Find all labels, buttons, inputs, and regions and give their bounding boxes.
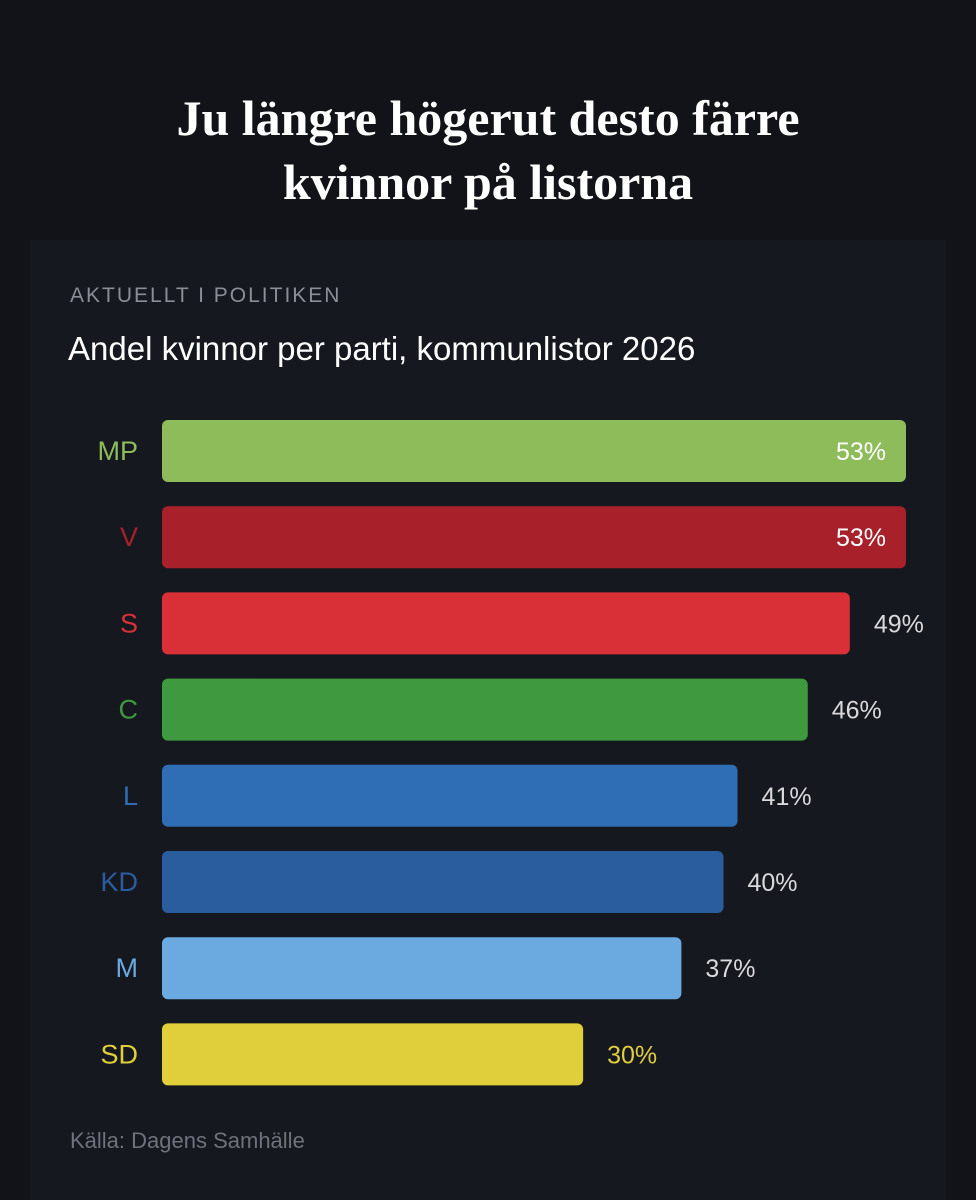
value-label-l: 41% [762, 783, 812, 811]
value-label-s: 49% [874, 610, 924, 638]
value-label-kd: 40% [748, 869, 798, 897]
headline-line-2: kvinnor på listorna [282, 154, 694, 210]
chart-title: Andel kvinnor per parti, kommunlistor 20… [68, 330, 696, 367]
bar-m [162, 937, 682, 1000]
bar-c [162, 678, 808, 741]
value-label-mp: 53% [836, 438, 886, 466]
headline-line-1: Ju längre högerut desto färre [176, 90, 800, 146]
category-label-m: M [116, 953, 139, 983]
category-label-sd: SD [100, 1039, 138, 1069]
value-label-m: 37% [705, 955, 755, 983]
kicker: AKTUELLT I POLITIKEN [70, 284, 342, 307]
bar-v [162, 506, 906, 569]
category-label-mp: MP [98, 436, 139, 466]
bar-l [162, 764, 738, 827]
category-label-s: S [120, 608, 138, 638]
category-label-kd: KD [100, 867, 138, 897]
category-label-c: C [119, 695, 139, 725]
value-label-v: 53% [836, 524, 886, 552]
category-label-v: V [120, 522, 138, 552]
bar-mp [162, 420, 906, 482]
bar-kd [162, 851, 724, 913]
value-label-c: 46% [832, 697, 882, 725]
bar-sd [162, 1023, 584, 1086]
category-label-l: L [123, 781, 138, 811]
bar-s [162, 592, 850, 655]
headline: Ju längre högerut desto färre kvinnor på… [0, 86, 976, 214]
source-note: Källa: Dagens Samhälle [70, 1128, 305, 1153]
value-label-sd: 30% [607, 1041, 657, 1069]
